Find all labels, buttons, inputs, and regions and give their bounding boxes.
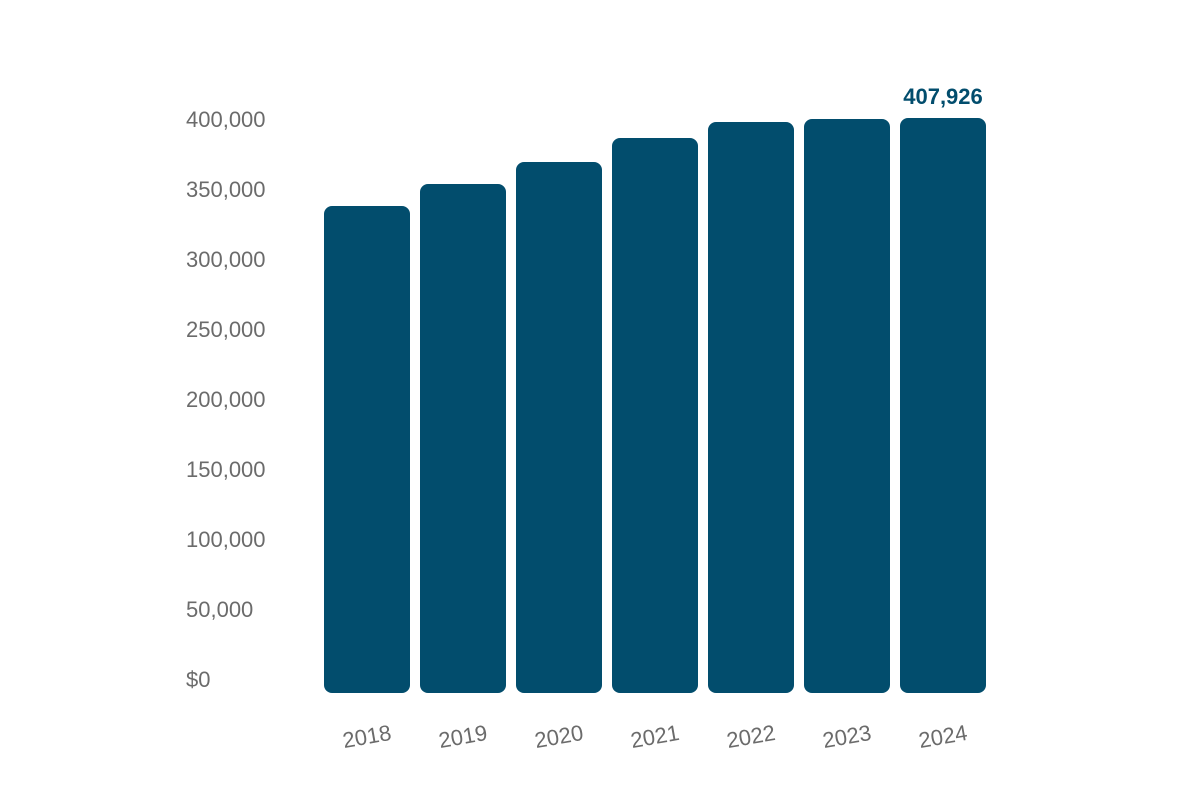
y-tick-label: 300,000 (186, 247, 266, 272)
bar-2018 (324, 205, 410, 693)
y-tick-label: 200,000 (186, 387, 266, 412)
y-tick-label: 100,000 (186, 527, 266, 552)
bar-2021 (612, 138, 698, 693)
x-tick-label: 2022 (724, 719, 778, 754)
y-tick-label: 400,000 (186, 107, 266, 132)
y-tick-label: 350,000 (186, 177, 266, 202)
bar-2024 (900, 118, 986, 693)
x-tick-label: 2020 (532, 719, 586, 754)
y-tick-label: $0 (186, 667, 211, 692)
x-tick-label: 2018 (340, 719, 394, 754)
bar-2022 (708, 121, 794, 693)
y-tick-label: 50,000 (186, 597, 254, 622)
x-tick-label: 2023 (820, 719, 874, 754)
bar-2020 (516, 162, 602, 693)
bar-2019 (420, 184, 506, 693)
y-tick-label: 250,000 (186, 317, 266, 342)
bar-2023 (804, 118, 890, 693)
y-tick-label: 150,000 (186, 457, 266, 482)
x-tick-label: 2019 (436, 719, 490, 754)
x-tick-label: 2024 (916, 719, 970, 754)
data-label: 407,926 (903, 84, 983, 109)
x-tick-label: 2021 (628, 719, 682, 754)
